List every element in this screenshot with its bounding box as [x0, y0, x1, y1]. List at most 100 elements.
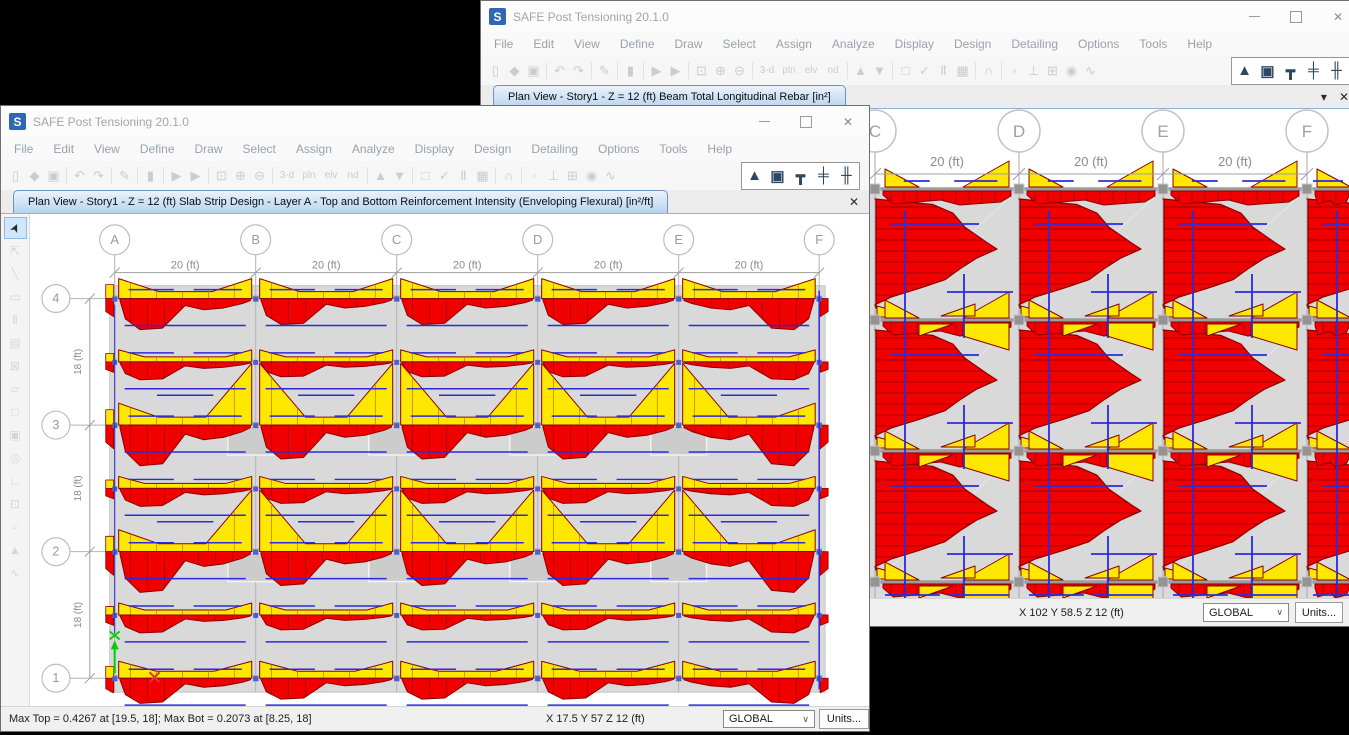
coordinate-system-select[interactable]: GLOBAL ∨	[1203, 603, 1289, 622]
redo-icon[interactable]: ↷	[93, 167, 104, 183]
slab-display-icon[interactable]: ▦	[476, 167, 489, 183]
menu-file[interactable]: File	[494, 37, 514, 51]
menu-options[interactable]: Options	[1078, 37, 1120, 51]
zoom-out-icon[interactable]: ⊖	[734, 62, 745, 78]
view-elevation-icon[interactable]: elv	[804, 65, 818, 76]
display-options-icon[interactable]: ◉	[585, 167, 598, 183]
view-elevation-icon[interactable]: elv	[324, 170, 338, 181]
mesh-options-icon[interactable]: ⊞	[1047, 62, 1058, 78]
slab-display-icon[interactable]: ▦	[956, 62, 969, 78]
zoom-window-icon[interactable]: ⊡	[696, 62, 707, 78]
design-display-beam-icon[interactable]: ▲	[1237, 62, 1252, 79]
design-display-beam-icon[interactable]: ▲	[747, 167, 762, 184]
zoom-in-icon[interactable]: ⊕	[235, 167, 246, 183]
section-cut-icon[interactable]: ∩	[983, 63, 994, 78]
save-model-icon[interactable]: ▣	[527, 62, 540, 78]
menu-design[interactable]: Design	[473, 142, 512, 156]
draw-area-icon[interactable]: ▤	[9, 336, 21, 350]
draw-cone-icon[interactable]: ▲	[9, 543, 21, 557]
close-view-icon[interactable]: ✕	[848, 194, 859, 209]
draw-mode-icon[interactable]: ✎	[599, 62, 610, 78]
close-button[interactable]: ✕	[827, 106, 869, 137]
menu-analyze[interactable]: Analyze	[831, 37, 875, 51]
coordinate-system-select[interactable]: GLOBAL ∨	[723, 710, 815, 728]
mesh-options-icon[interactable]: ⊞	[567, 167, 578, 183]
units-button[interactable]: Units...	[819, 709, 869, 729]
menu-file[interactable]: File	[14, 142, 34, 156]
move-down-level-icon[interactable]: ▼	[393, 168, 406, 183]
front-titlebar[interactable]: S SAFE Post Tensioning 20.1.0 ✕	[1, 106, 869, 137]
open-model-icon[interactable]: ◆	[29, 167, 40, 183]
draw-corner-icon[interactable]: ∟	[9, 474, 21, 488]
undo-icon[interactable]: ↶	[554, 62, 565, 78]
rect-select-icon[interactable]: □	[901, 63, 910, 78]
run-analysis-icon[interactable]: ▶	[651, 62, 662, 78]
front-window[interactable]: S SAFE Post Tensioning 20.1.0 ✕ File Edit…	[0, 105, 870, 732]
deformed-shape-icon[interactable]: ∿	[1085, 62, 1096, 78]
draw-circle-icon[interactable]: ◎	[9, 451, 21, 465]
point-assign-icon[interactable]: ◦	[532, 168, 537, 183]
menu-draw[interactable]: Draw	[194, 142, 223, 156]
frame-display-icon[interactable]: Ⅱ	[940, 62, 947, 78]
menu-analyze[interactable]: Analyze	[351, 142, 395, 156]
save-model-icon[interactable]: ▣	[47, 167, 60, 183]
menu-design[interactable]: Design	[953, 37, 992, 51]
minimize-button[interactable]	[743, 106, 785, 137]
zoom-in-icon[interactable]: ⊕	[715, 62, 726, 78]
lock-model-icon[interactable]: ▮	[146, 167, 155, 183]
point-assign-icon[interactable]: ◦	[1012, 63, 1017, 78]
tab-beam-rebar[interactable]: Plan View - Story1 - Z = 12 (ft) Beam To…	[493, 85, 846, 108]
select-pointer-icon[interactable]: ➤	[3, 217, 27, 239]
snap-options-icon[interactable]: ✓	[439, 167, 450, 183]
menu-draw[interactable]: Draw	[674, 37, 703, 51]
draw-null-point-icon[interactable]: ▫	[12, 520, 18, 534]
view-3d-icon[interactable]: 3-d	[759, 65, 775, 76]
menu-select[interactable]: Select	[242, 142, 276, 156]
close-button[interactable]: ✕	[1317, 1, 1349, 32]
menu-view[interactable]: View	[574, 37, 600, 51]
draw-tendon-icon[interactable]: ∿	[9, 566, 21, 580]
run-design-icon[interactable]: ▶	[190, 167, 201, 183]
move-down-level-icon[interactable]: ▼	[873, 63, 886, 78]
menu-assign[interactable]: Assign	[775, 37, 812, 51]
menu-define[interactable]: Define	[139, 142, 175, 156]
run-design-icon[interactable]: ▶	[670, 62, 681, 78]
design-display-punching-icon[interactable]: ┳	[1285, 62, 1296, 80]
section-cut-icon[interactable]: ∩	[503, 168, 514, 183]
deformed-shape-icon[interactable]: ∿	[605, 167, 616, 183]
zoom-out-icon[interactable]: ⊖	[254, 167, 265, 183]
tab-list-dropdown-icon[interactable]: ▾	[1320, 89, 1327, 104]
new-file-icon[interactable]: ▯	[11, 167, 20, 183]
view-named-icon[interactable]: nd	[347, 170, 359, 181]
new-file-icon[interactable]: ▯	[491, 62, 500, 78]
menu-tools[interactable]: Tools	[659, 142, 688, 156]
run-analysis-icon[interactable]: ▶	[171, 167, 182, 183]
menu-view[interactable]: View	[94, 142, 120, 156]
zoom-window-icon[interactable]: ⊡	[216, 167, 227, 183]
design-display-dimension-icon[interactable]: ╫	[1331, 62, 1342, 79]
menu-help[interactable]: Help	[707, 142, 733, 156]
lock-model-icon[interactable]: ▮	[626, 62, 635, 78]
support-assign-icon[interactable]: ⊥	[1027, 62, 1040, 78]
display-options-icon[interactable]: ◉	[1065, 62, 1078, 78]
maximize-button[interactable]	[1275, 1, 1317, 32]
maximize-button[interactable]	[785, 106, 827, 137]
view-3d-icon[interactable]: 3-d	[279, 170, 295, 181]
draw-line-icon[interactable]: ╲	[11, 267, 19, 281]
undo-icon[interactable]: ↶	[74, 167, 85, 183]
design-display-slab-icon[interactable]: ▣	[1260, 62, 1275, 80]
draw-mode-icon[interactable]: ✎	[119, 167, 130, 183]
menu-help[interactable]: Help	[1187, 37, 1213, 51]
menu-assign[interactable]: Assign	[295, 142, 332, 156]
quick-draw-frame-icon[interactable]: Ⅱ	[12, 313, 18, 327]
menu-edit[interactable]: Edit	[533, 37, 555, 51]
menu-edit[interactable]: Edit	[53, 142, 75, 156]
menu-define[interactable]: Define	[619, 37, 655, 51]
units-button[interactable]: Units...	[1295, 602, 1343, 623]
draw-point-area-icon[interactable]: ▣	[9, 428, 21, 442]
redo-icon[interactable]: ↷	[573, 62, 584, 78]
draw-point-icon[interactable]: ⊡	[9, 497, 21, 511]
slab-strip-design-plan[interactable]: 20 (ft) 20 (ft) 20 (ft) 20 (ft) 20 (ft) A B C D E…	[30, 214, 869, 706]
close-view-icon[interactable]: ✕	[1338, 89, 1349, 104]
menu-select[interactable]: Select	[722, 37, 756, 51]
